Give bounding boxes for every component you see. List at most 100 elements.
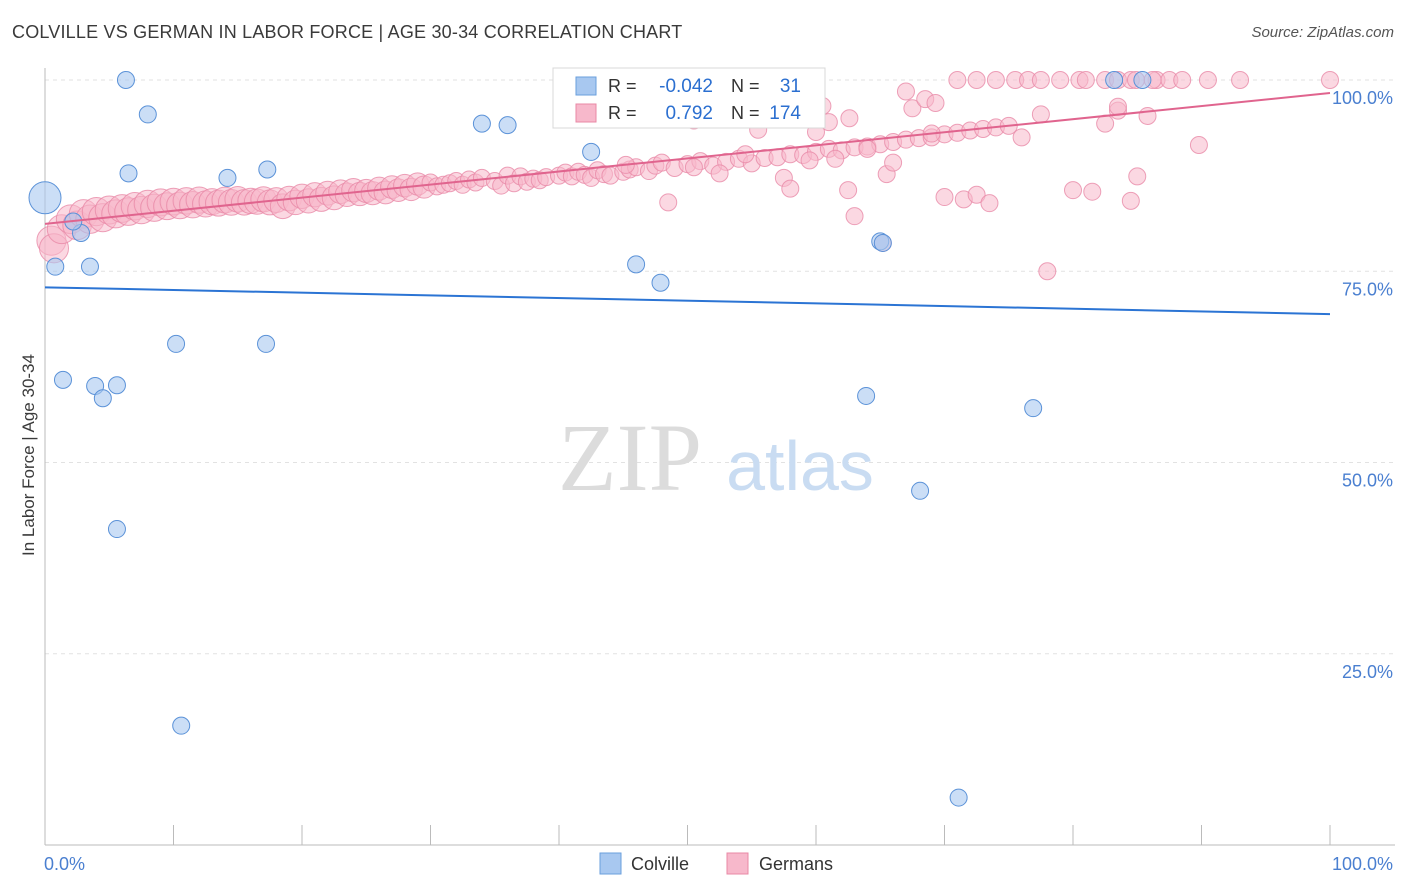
germans-point	[1076, 71, 1095, 89]
colville-point	[627, 255, 646, 274]
germans-point	[1128, 167, 1147, 186]
x-tick-label: 100.0%	[1332, 854, 1393, 874]
germans-point	[1189, 136, 1208, 155]
colville-point	[472, 114, 491, 133]
chart-title: COLVILLE VS GERMAN IN LABOR FORCE | AGE …	[12, 22, 683, 42]
colville-point	[258, 160, 277, 179]
legend-n-value-2: 174	[769, 103, 801, 124]
germans-point	[884, 153, 903, 172]
germans-point	[1031, 71, 1050, 89]
colville-point	[138, 105, 157, 124]
y-axis-label: In Labor Force | Age 30-34	[19, 354, 38, 556]
colville-point	[107, 520, 126, 539]
colville-point	[1024, 399, 1043, 418]
germans-point	[1121, 191, 1140, 210]
germans-point	[986, 71, 1005, 89]
colville-point	[582, 142, 601, 161]
germans-point	[684, 158, 703, 177]
source-credit: Source: ZipAtlas.com	[1251, 24, 1394, 41]
y-tick-label: 25.0%	[1342, 662, 1393, 682]
legend-r-value-1: -0.042	[659, 76, 713, 97]
germans-point	[826, 149, 845, 168]
germans-point	[1231, 71, 1250, 89]
colville-point	[257, 334, 276, 353]
colville-point	[651, 273, 670, 292]
bottom-legend-germans: Germans	[759, 854, 833, 874]
colville-point	[119, 164, 138, 183]
germans-point	[840, 109, 859, 128]
germans-point	[710, 164, 729, 183]
germans-point	[1173, 71, 1192, 89]
bottom-legend-swatch-colville	[599, 852, 622, 875]
germans-point	[1321, 71, 1339, 89]
germans-point	[858, 139, 877, 158]
germans-point	[1096, 114, 1115, 133]
germans-point	[967, 185, 986, 204]
watermark-atlas: atlas	[726, 427, 874, 505]
colville-trend-line	[44, 286, 1331, 316]
colville-point	[93, 389, 112, 408]
axes	[44, 68, 1395, 846]
germans-point	[1083, 182, 1102, 201]
colville-point	[46, 257, 65, 276]
tick-labels: 100.0% 75.0% 50.0% 25.0% 0.0% 100.0%	[44, 88, 1393, 874]
germans-point	[935, 188, 954, 207]
bottom-legend-colville: Colville	[631, 854, 689, 874]
colville-point	[80, 257, 99, 276]
colville-point	[167, 334, 186, 353]
colville-point	[498, 116, 517, 135]
y-tick-label: 100.0%	[1332, 88, 1393, 108]
germans-point	[1064, 181, 1082, 200]
y-tick-label: 50.0%	[1342, 471, 1393, 491]
germans-point	[659, 193, 678, 212]
series-germans	[36, 71, 1339, 281]
colville-point	[53, 370, 72, 389]
legend-r-label-2: R =	[608, 103, 637, 123]
germans-point	[781, 179, 800, 198]
germans-point	[896, 82, 915, 101]
trend-lines	[44, 92, 1331, 316]
colville-point	[172, 716, 191, 735]
colville-point	[218, 168, 237, 187]
stats-legend: R = -0.042 N = 31 R = 0.792 N = 174	[552, 67, 826, 129]
germans-point	[1038, 262, 1057, 281]
watermark: ZIP atlas	[558, 404, 874, 511]
germans-point	[926, 93, 945, 112]
germans-point	[800, 151, 819, 170]
colville-point	[949, 788, 968, 807]
watermark-zip: ZIP	[558, 404, 702, 511]
germans-point	[845, 207, 864, 226]
germans-point	[1012, 128, 1031, 147]
germans-point	[1108, 97, 1127, 116]
x-tick-label: 0.0%	[44, 854, 85, 874]
colville-point	[857, 386, 876, 405]
germans-point	[903, 99, 922, 118]
legend-n-value-1: 31	[780, 76, 801, 97]
germans-point	[1198, 71, 1217, 89]
colville-point	[1105, 71, 1124, 89]
legend-n-label-2: N =	[731, 103, 760, 123]
colville-point	[1133, 71, 1152, 89]
y-tick-label: 75.0%	[1342, 279, 1393, 299]
bottom-legend-swatch-germans	[726, 852, 749, 875]
colville-point	[873, 233, 892, 252]
germans-point	[980, 194, 999, 213]
germans-point	[1051, 71, 1070, 89]
colville-point	[911, 481, 930, 500]
germans-trend-line	[44, 92, 1331, 225]
legend-r-label-1: R =	[608, 76, 637, 96]
germans-point	[948, 71, 967, 89]
legend-n-label-1: N =	[731, 76, 760, 96]
legend-swatch-germans	[575, 103, 597, 123]
bottom-legend: Colville Germans	[599, 852, 833, 875]
legend-swatch-colville	[575, 76, 597, 96]
germans-point	[736, 145, 755, 164]
germans-point	[967, 71, 986, 89]
colville-point	[116, 71, 135, 89]
germans-point	[839, 181, 858, 200]
colville-point	[28, 181, 62, 215]
germans-point	[1031, 105, 1050, 124]
legend-r-value-2: 0.792	[665, 103, 713, 124]
series-colville	[28, 71, 1152, 807]
